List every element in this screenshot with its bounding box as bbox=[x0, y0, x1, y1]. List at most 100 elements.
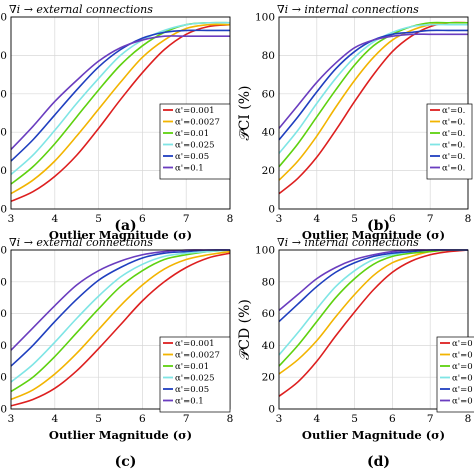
y-tick-label: 100 bbox=[255, 245, 275, 257]
series-line bbox=[10, 249, 231, 393]
x-tick-label: 7 bbox=[427, 413, 434, 425]
legend-label: α'=0 bbox=[452, 374, 473, 384]
legend-box bbox=[159, 336, 231, 413]
x-axis-label: Outlier Magnitude (σ) bbox=[49, 228, 192, 242]
y-tick-label: 80 bbox=[262, 50, 275, 62]
plot-frame bbox=[278, 249, 469, 410]
legend-label: α'=0 bbox=[452, 397, 473, 407]
x-tick-label: 8 bbox=[465, 213, 472, 225]
series-line bbox=[10, 21, 231, 176]
x-tick-label: 8 bbox=[227, 413, 234, 425]
y-tick-label: 20 bbox=[262, 165, 275, 177]
y-tick-label: 60 bbox=[0, 308, 7, 320]
legend-box bbox=[426, 103, 473, 180]
panel-caption: (b) bbox=[367, 218, 390, 234]
x-tick-label: 4 bbox=[313, 213, 320, 225]
series-line bbox=[10, 23, 231, 195]
y-tick-label: 40 bbox=[262, 127, 275, 139]
x-tick-label: 5 bbox=[351, 413, 358, 425]
x-axis-label: Outlier Magnitude (σ) bbox=[302, 428, 445, 442]
y-tick-label: 20 bbox=[262, 372, 275, 384]
y-tick-label: 20 bbox=[0, 165, 7, 177]
legend: α'=0.α'=0.α'=0.α'=0.α'=0.α'=0. bbox=[426, 103, 473, 180]
legend: α'=0α'=0α'=0α'=0α'=0α'=0 bbox=[436, 336, 474, 413]
panel-c: 0 20 40 60 80 100 3 4 5 6 7 8 ∇i → external connecti… bbox=[0, 236, 233, 470]
legend-label: α'=0. bbox=[442, 152, 465, 162]
x-tick-label: 3 bbox=[276, 213, 283, 225]
series-line bbox=[10, 249, 231, 383]
x-tick-label: 8 bbox=[465, 413, 472, 425]
legend-label: α'=0.01 bbox=[175, 129, 209, 139]
series-line bbox=[10, 249, 230, 351]
series-line bbox=[10, 250, 231, 401]
series-line bbox=[278, 33, 468, 129]
panel-caption: (d) bbox=[367, 454, 390, 470]
panel-a: 0 20 40 60 80 100 3 4 5 6 7 8 ∇i → external connecti… bbox=[0, 3, 233, 242]
x-tick-label: 6 bbox=[389, 413, 396, 425]
legend-label: α'=0.01 bbox=[175, 362, 209, 372]
legend-label: α'=0.025 bbox=[175, 374, 215, 384]
legend-label: α'=0 bbox=[452, 385, 473, 395]
series-line bbox=[278, 23, 468, 154]
series-line bbox=[278, 249, 469, 397]
legend-label: α'=0.0027 bbox=[175, 351, 220, 361]
legend-label: α'=0.1 bbox=[175, 397, 204, 407]
y-tick-label: 40 bbox=[0, 127, 7, 139]
y-tick-label: 80 bbox=[0, 276, 7, 288]
x-tick-label: 6 bbox=[389, 213, 396, 225]
series-line bbox=[10, 35, 230, 151]
x-tick-label: 3 bbox=[8, 413, 15, 425]
x-tick-label: 4 bbox=[51, 413, 58, 425]
panel-caption: (a) bbox=[114, 218, 136, 234]
series-line bbox=[10, 23, 231, 203]
legend-label: α'=0. bbox=[442, 129, 465, 139]
x-tick-label: 5 bbox=[95, 413, 102, 425]
y-tick-label: 100 bbox=[0, 12, 7, 24]
chart-title: ∇i → external connections bbox=[9, 236, 153, 249]
y-tick-label: 60 bbox=[262, 308, 275, 320]
y-tick-label: 0 bbox=[0, 404, 7, 416]
plot-frame bbox=[10, 249, 231, 410]
legend-label: α'=0.1 bbox=[175, 164, 204, 174]
y-tick-label: 0 bbox=[268, 204, 275, 216]
series-line bbox=[10, 29, 230, 162]
x-tick-label: 4 bbox=[313, 413, 320, 425]
legend-box bbox=[436, 336, 474, 413]
legend-label: α'=0.05 bbox=[175, 385, 209, 395]
y-tick-label: 100 bbox=[255, 12, 275, 24]
x-tick-label: 6 bbox=[139, 413, 146, 425]
legend-label: α'=0.0027 bbox=[175, 118, 220, 128]
series-line bbox=[278, 21, 468, 168]
x-tick-label: 3 bbox=[276, 413, 283, 425]
x-tick-label: 4 bbox=[51, 213, 58, 225]
x-tick-label: 5 bbox=[351, 213, 358, 225]
x-axis-label: Outlier Magnitude (σ) bbox=[49, 428, 192, 442]
y-tick-label: 20 bbox=[0, 372, 7, 384]
legend-label: α'=0.05 bbox=[175, 152, 209, 162]
y-tick-label: 100 bbox=[0, 245, 7, 257]
panel-caption: (c) bbox=[115, 454, 137, 470]
legend-label: α'=0 bbox=[452, 362, 473, 372]
y-tick-label: 0 bbox=[268, 404, 275, 416]
chart-title: ∇i → internal connections bbox=[277, 3, 419, 16]
y-tick-label: 40 bbox=[0, 340, 7, 352]
x-tick-label: 3 bbox=[8, 213, 15, 225]
x-tick-label: 7 bbox=[427, 213, 434, 225]
chart-title: ∇i → internal connections bbox=[277, 236, 419, 249]
series-line bbox=[10, 249, 231, 367]
y-tick-label: 80 bbox=[0, 50, 7, 62]
legend-label: α'=0. bbox=[442, 141, 465, 151]
y-tick-label: 60 bbox=[262, 88, 275, 100]
legend-label: α'=0 bbox=[452, 339, 473, 349]
x-tick-label: 7 bbox=[183, 413, 190, 425]
panel-d: 0 20 40 60 80 100 3 4 5 6 7 8 ∇i → internal connecti… bbox=[237, 236, 474, 470]
legend-label: α'=0.025 bbox=[175, 141, 215, 151]
x-tick-label: 8 bbox=[227, 213, 234, 225]
y-axis-label: 𝒫CI (%) bbox=[237, 85, 253, 140]
x-tick-label: 6 bbox=[139, 213, 146, 225]
y-tick-label: 40 bbox=[262, 340, 275, 352]
y-tick-label: 60 bbox=[0, 88, 7, 100]
